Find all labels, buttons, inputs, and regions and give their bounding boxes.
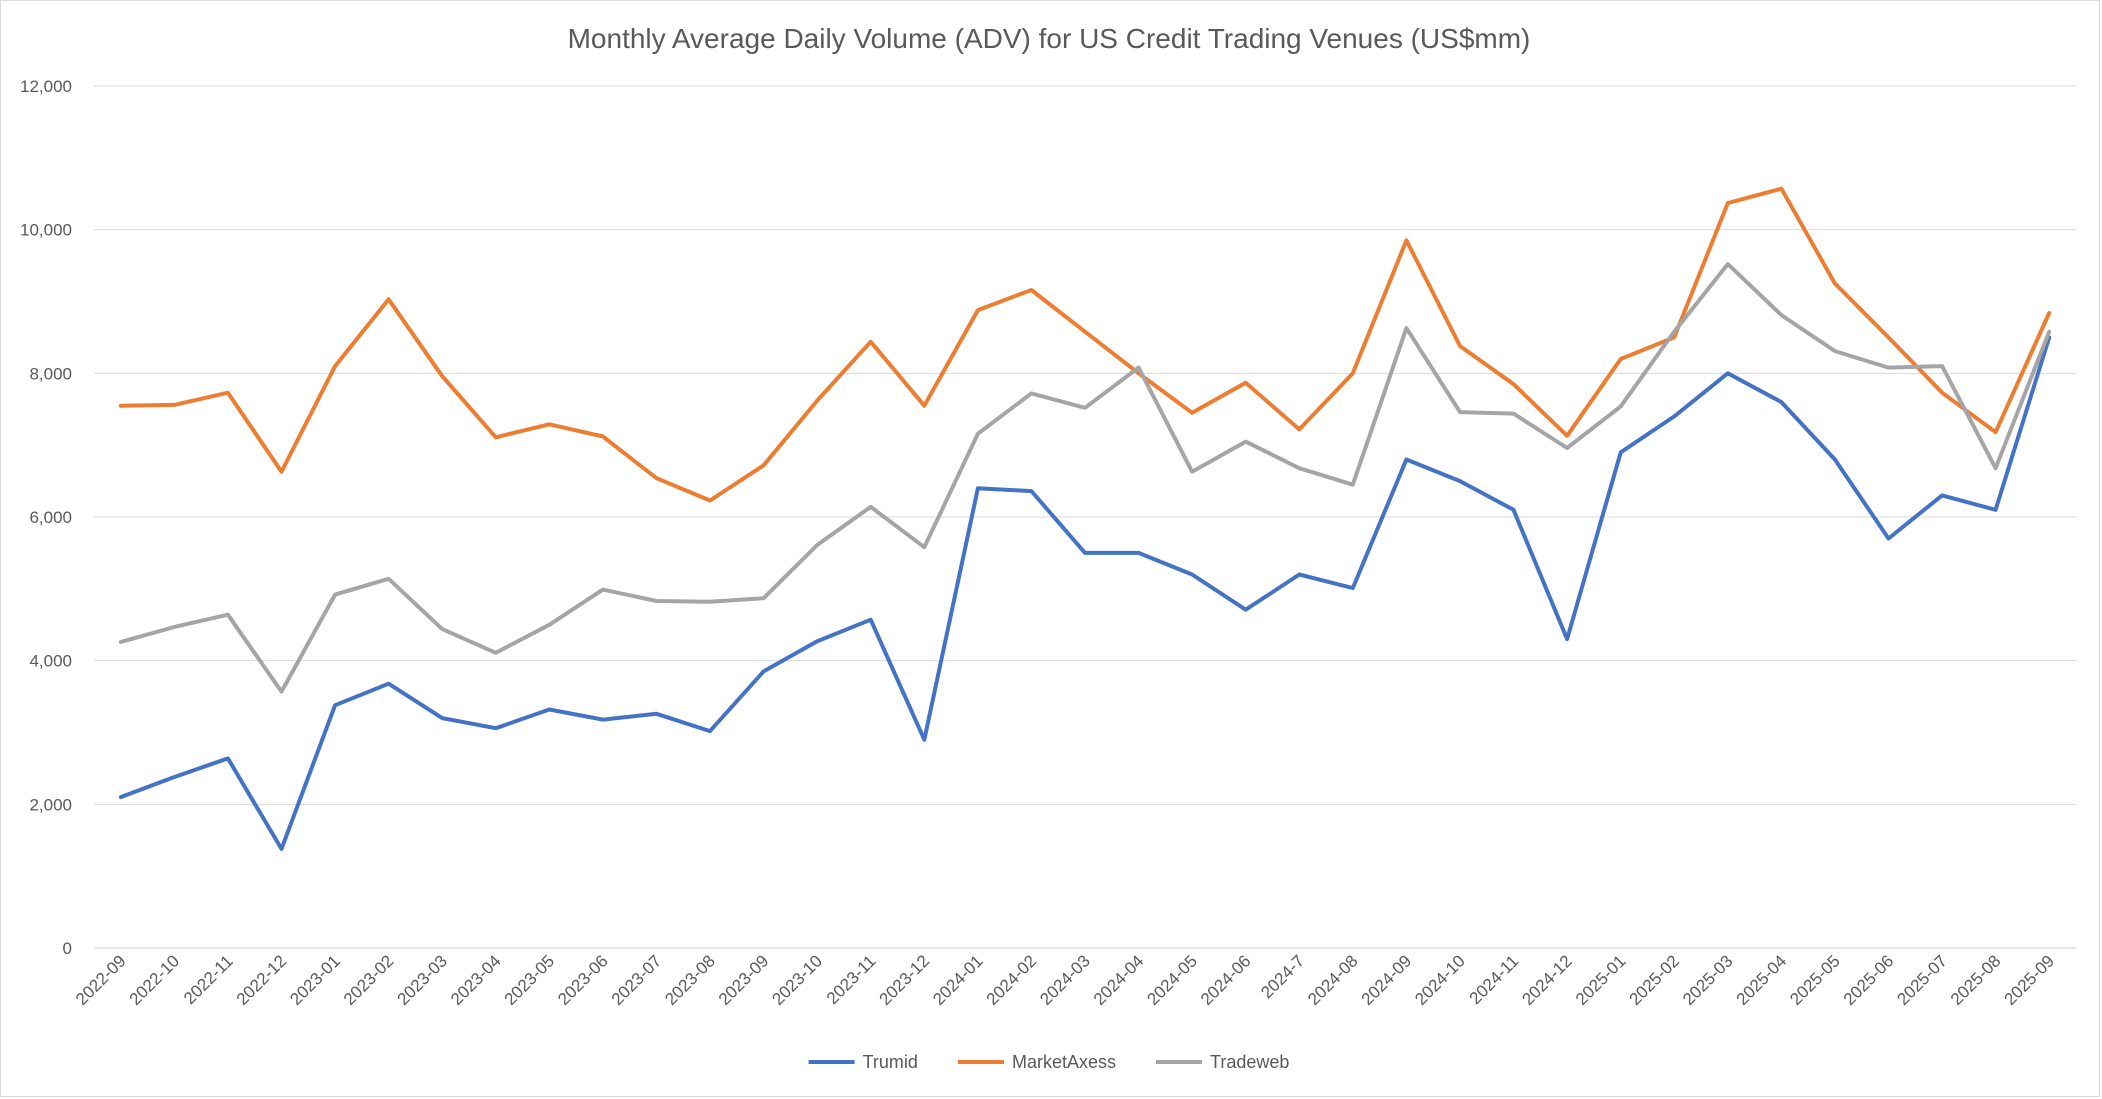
x-tick-label: 2023-09 (715, 951, 773, 1009)
x-tick-label: 2025-08 (1947, 951, 2005, 1009)
x-tick-label: 2025-03 (1679, 951, 1737, 1009)
x-tick-label: 2022-11 (180, 951, 237, 1008)
x-tick-label: 2024-05 (1143, 951, 1201, 1009)
x-tick-label: 2023-03 (393, 951, 451, 1009)
x-tick-label: 2023-05 (501, 951, 559, 1009)
x-tick-label: 2024-03 (1036, 951, 1094, 1009)
y-tick-label: 0 (63, 939, 72, 958)
x-tick-label: 2025-02 (1626, 951, 1684, 1009)
x-tick-label: 2024-01 (929, 951, 987, 1009)
legend-label: Tradeweb (1210, 1052, 1289, 1072)
legend: Trumid MarketAxess Tradeweb (808, 1052, 1289, 1072)
legend-label: Trumid (863, 1052, 918, 1072)
legend-item-trumid: Trumid (808, 1052, 918, 1072)
series-line-marketaxess (118, 186, 2052, 503)
x-tick-label: 2024-08 (1304, 951, 1362, 1009)
x-tick-label: 2023-04 (447, 951, 505, 1009)
series-lines (118, 186, 2052, 851)
x-tick-label: 2023-08 (661, 951, 719, 1009)
x-tick-label: 2025-07 (1893, 951, 1951, 1009)
y-axis-tick-labels: 0 2,000 4,000 6,000 8,000 10,000 12,000 (20, 77, 72, 958)
legend-item-marketaxess: MarketAxess (958, 1052, 1116, 1072)
x-tick-label: 2023-11 (823, 951, 880, 1008)
series-line-trumid (118, 335, 2052, 851)
x-tick-label: 2025-01 (1572, 951, 1630, 1009)
x-axis-tick-labels: 2022-092022-102022-112022-122023-012023-… (72, 951, 2058, 1009)
x-tick-label: 2022-10 (126, 951, 184, 1009)
x-tick-label: 2024-10 (1411, 951, 1469, 1009)
legend-label: MarketAxess (1012, 1052, 1116, 1072)
x-tick-label: 2025-05 (1786, 951, 1844, 1009)
x-tick-label: 2024-04 (1090, 951, 1148, 1009)
chart-title: Monthly Average Daily Volume (ADV) for U… (568, 23, 1531, 54)
y-tick-label: 8,000 (29, 364, 72, 383)
legend-item-tradeweb: Tradeweb (1156, 1052, 1289, 1072)
x-tick-label: 2023-01 (286, 951, 344, 1009)
x-tick-label: 2024-12 (1518, 951, 1576, 1009)
y-tick-label: 10,000 (20, 221, 72, 240)
y-tick-label: 12,000 (20, 77, 72, 96)
y-tick-label: 2,000 (29, 795, 72, 814)
x-tick-label: 2022-12 (233, 951, 291, 1009)
x-tick-label: 2023-12 (876, 951, 934, 1009)
gridlines (94, 85, 2076, 949)
x-tick-label: 2022-09 (72, 951, 130, 1009)
x-tick-label: 2023-06 (554, 951, 612, 1009)
x-tick-label: 2025-04 (1733, 951, 1791, 1009)
x-tick-label: 2024-02 (983, 951, 1041, 1009)
x-tick-label: 2023-07 (608, 951, 666, 1009)
x-tick-label: 2024-7 (1257, 951, 1308, 1002)
x-tick-label: 2023-10 (768, 951, 826, 1009)
x-tick-label: 2024-09 (1358, 951, 1416, 1009)
y-tick-label: 6,000 (29, 508, 72, 527)
x-tick-label: 2024-06 (1197, 951, 1255, 1009)
x-tick-label: 2025-06 (1840, 951, 1898, 1009)
x-tick-label: 2024-11 (1466, 951, 1523, 1008)
series-line-tradeweb (118, 262, 2052, 694)
x-tick-label: 2023-02 (340, 951, 398, 1009)
x-tick-label: 2025-09 (2000, 951, 2058, 1009)
y-tick-label: 4,000 (29, 652, 72, 671)
